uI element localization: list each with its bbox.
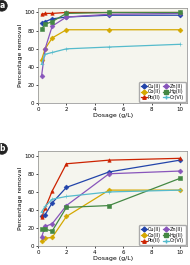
Line: Cu(II): Cu(II) — [40, 14, 182, 25]
Co(II) — [44, 237, 46, 240]
Zn(II) — [179, 169, 181, 173]
Legend: Cu(II), Co(II), Pb(II), Zn(II), Hg(II), Cr(VI): Cu(II), Co(II), Pb(II), Zn(II), Hg(II), … — [139, 225, 186, 245]
Pb(II) — [65, 11, 68, 14]
Co(II) — [40, 239, 43, 242]
Hg(II) — [108, 11, 110, 14]
Cr(VI) — [51, 51, 53, 54]
Cu(II) — [51, 201, 53, 204]
Zn(II) — [65, 204, 68, 207]
Hg(II) — [108, 204, 110, 207]
Zn(II) — [51, 222, 53, 225]
Cu(II) — [179, 14, 181, 17]
Line: Pb(II): Pb(II) — [40, 157, 182, 219]
Line: Zn(II): Zn(II) — [40, 169, 182, 239]
Cu(II) — [108, 170, 110, 174]
Cr(VI) — [40, 210, 43, 214]
Cu(II) — [65, 186, 68, 189]
Line: Hg(II): Hg(II) — [40, 176, 182, 233]
Hg(II) — [65, 12, 68, 15]
Co(II) — [108, 188, 110, 192]
X-axis label: Dosage (g/L): Dosage (g/L) — [93, 256, 133, 261]
Cr(VI) — [108, 45, 110, 48]
Cr(VI) — [179, 43, 181, 46]
Cr(VI) — [65, 195, 68, 198]
Zn(II) — [65, 15, 68, 19]
Pb(II) — [179, 157, 181, 160]
Pb(II) — [40, 216, 43, 219]
Line: Co(II): Co(II) — [40, 188, 182, 243]
Pb(II) — [108, 11, 110, 14]
Cu(II) — [65, 15, 68, 19]
Co(II) — [65, 28, 68, 31]
Co(II) — [44, 47, 46, 50]
Y-axis label: Percentage removal: Percentage removal — [18, 24, 23, 87]
Text: b: b — [0, 144, 5, 153]
Zn(II) — [108, 13, 110, 16]
Zn(II) — [108, 172, 110, 175]
Line: Cr(VI): Cr(VI) — [40, 43, 182, 66]
Co(II) — [108, 28, 110, 31]
Zn(II) — [51, 25, 53, 28]
Legend: Cu(II), Co(II), Pb(II), Zn(II), Hg(II), Cr(VI): Cu(II), Co(II), Pb(II), Zn(II), Hg(II), … — [139, 82, 186, 102]
Pb(II) — [65, 162, 68, 165]
Y-axis label: Percentage removal: Percentage removal — [18, 167, 23, 230]
Hg(II) — [40, 228, 43, 231]
Zn(II) — [40, 236, 43, 239]
Cr(VI) — [44, 205, 46, 208]
Cr(VI) — [65, 47, 68, 50]
Zn(II) — [44, 47, 46, 50]
Hg(II) — [179, 177, 181, 180]
Cu(II) — [51, 17, 53, 20]
Zn(II) — [44, 225, 46, 228]
Pb(II) — [179, 11, 181, 14]
Text: a: a — [0, 1, 5, 10]
Cu(II) — [179, 158, 181, 162]
Pb(II) — [44, 207, 46, 210]
Co(II) — [51, 36, 53, 39]
Co(II) — [179, 28, 181, 31]
Line: Cu(II): Cu(II) — [40, 158, 182, 218]
Line: Co(II): Co(II) — [40, 28, 182, 61]
X-axis label: Dosage (g/L): Dosage (g/L) — [93, 113, 133, 118]
Pb(II) — [44, 12, 46, 15]
Hg(II) — [65, 206, 68, 209]
Co(II) — [179, 188, 181, 192]
Zn(II) — [179, 12, 181, 15]
Co(II) — [65, 215, 68, 218]
Pb(II) — [40, 13, 43, 16]
Cr(VI) — [108, 190, 110, 193]
Line: Pb(II): Pb(II) — [40, 11, 182, 16]
Pb(II) — [51, 189, 53, 193]
Hg(II) — [44, 228, 46, 231]
Line: Zn(II): Zn(II) — [40, 12, 182, 78]
Hg(II) — [51, 20, 53, 23]
Pb(II) — [51, 12, 53, 15]
Hg(II) — [51, 229, 53, 233]
Hg(II) — [44, 23, 46, 26]
Co(II) — [40, 58, 43, 61]
Cr(VI) — [51, 198, 53, 201]
Co(II) — [51, 236, 53, 239]
Pb(II) — [108, 158, 110, 162]
Cr(VI) — [44, 53, 46, 56]
Cr(VI) — [179, 188, 181, 192]
Cu(II) — [108, 14, 110, 17]
Cu(II) — [44, 213, 46, 216]
Cu(II) — [40, 215, 43, 218]
Hg(II) — [40, 27, 43, 30]
Line: Cr(VI): Cr(VI) — [40, 188, 182, 214]
Cr(VI) — [40, 63, 43, 66]
Line: Hg(II): Hg(II) — [40, 11, 182, 30]
Zn(II) — [40, 74, 43, 78]
Hg(II) — [179, 11, 181, 14]
Cu(II) — [44, 20, 46, 23]
Cu(II) — [40, 22, 43, 25]
